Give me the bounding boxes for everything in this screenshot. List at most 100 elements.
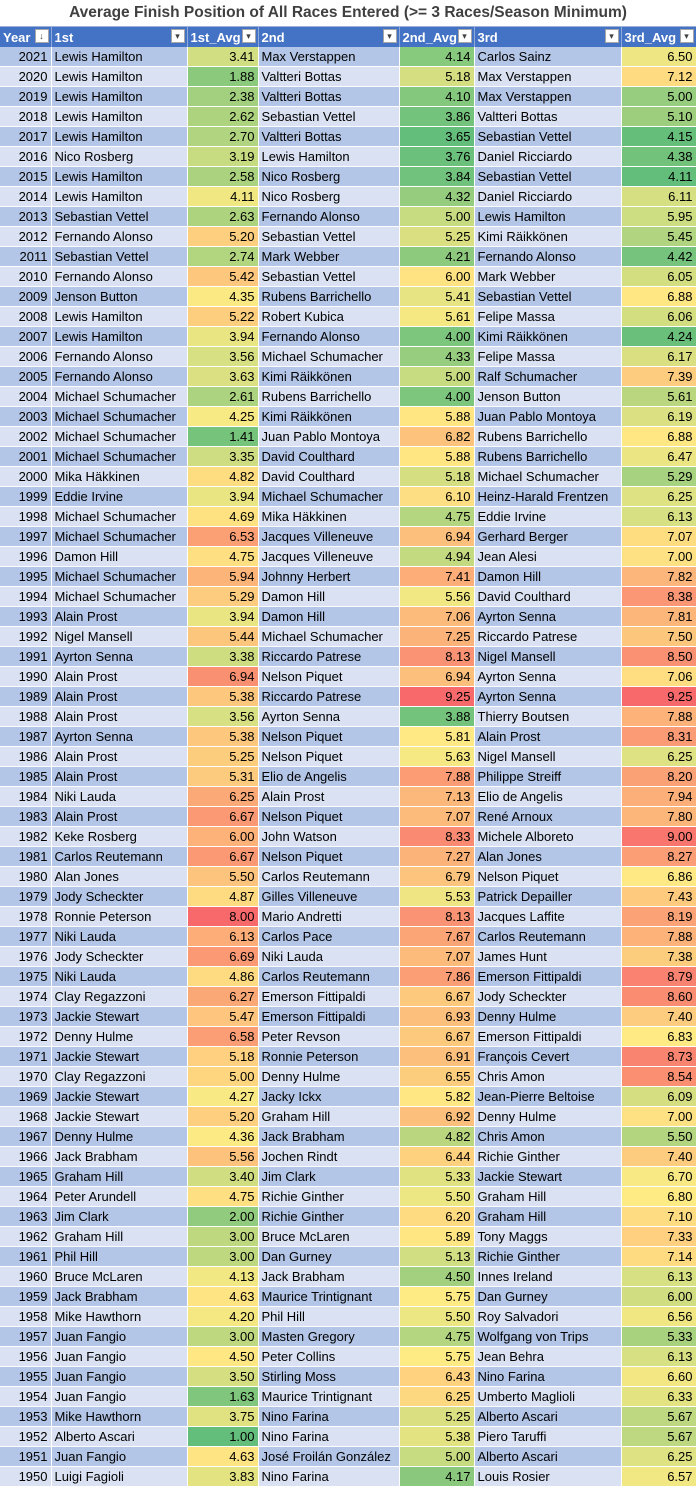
filter-dropdown-icon[interactable]: ▾: [241, 29, 256, 43]
cell-year[interactable]: 1981: [0, 846, 52, 867]
cell-2nd-driver[interactable]: Dan Gurney: [258, 1246, 400, 1267]
cell-1st-driver[interactable]: Alain Prost: [51, 766, 188, 787]
cell-2nd-driver[interactable]: Jacky Ickx: [258, 1086, 400, 1107]
cell-3rd-avg[interactable]: 6.47: [621, 446, 696, 467]
cell-1st-avg[interactable]: 3.63: [187, 366, 259, 387]
cell-1st-driver[interactable]: Nigel Mansell: [51, 626, 188, 647]
cell-1st-avg[interactable]: 6.67: [187, 806, 259, 827]
cell-1st-avg[interactable]: 8.00: [187, 906, 259, 927]
cell-2nd-avg[interactable]: 4.75: [399, 1326, 475, 1347]
cell-1st-avg[interactable]: 3.19: [187, 146, 259, 167]
cell-1st-avg[interactable]: 6.00: [187, 826, 259, 847]
cell-2nd-driver[interactable]: Robert Kubica: [258, 306, 400, 327]
cell-2nd-driver[interactable]: Nino Farina: [258, 1426, 400, 1447]
cell-year[interactable]: 2003: [0, 406, 52, 427]
cell-year[interactable]: 2004: [0, 386, 52, 407]
cell-3rd-driver[interactable]: Graham Hill: [474, 1186, 622, 1207]
cell-2nd-driver[interactable]: José Froilán González: [258, 1446, 400, 1467]
cell-2nd-avg[interactable]: 7.88: [399, 766, 475, 787]
cell-1st-avg[interactable]: 2.74: [187, 246, 259, 267]
cell-3rd-avg[interactable]: 4.38: [621, 146, 696, 167]
cell-3rd-avg[interactable]: 7.14: [621, 1246, 696, 1267]
cell-year[interactable]: 1965: [0, 1166, 52, 1187]
cell-2nd-driver[interactable]: Nico Rosberg: [258, 166, 400, 187]
cell-3rd-driver[interactable]: Alan Jones: [474, 846, 622, 867]
cell-year[interactable]: 1979: [0, 886, 52, 907]
cell-3rd-avg[interactable]: 6.13: [621, 1266, 696, 1287]
cell-3rd-driver[interactable]: Daniel Ricciardo: [474, 146, 622, 167]
cell-3rd-avg[interactable]: 6.06: [621, 306, 696, 327]
cell-year[interactable]: 1954: [0, 1386, 52, 1407]
cell-year[interactable]: 1971: [0, 1046, 52, 1067]
cell-1st-avg[interactable]: 4.86: [187, 966, 259, 987]
cell-3rd-driver[interactable]: Emerson Fittipaldi: [474, 1026, 622, 1047]
cell-3rd-driver[interactable]: Rubens Barrichello: [474, 426, 622, 447]
cell-1st-avg[interactable]: 2.00: [187, 1206, 259, 1227]
cell-3rd-driver[interactable]: Jean-Pierre Beltoise: [474, 1086, 622, 1107]
cell-1st-driver[interactable]: Ayrton Senna: [51, 726, 188, 747]
cell-2nd-driver[interactable]: Peter Revson: [258, 1026, 400, 1047]
cell-2nd-driver[interactable]: Jack Brabham: [258, 1266, 400, 1287]
cell-1st-driver[interactable]: Keke Rosberg: [51, 826, 188, 847]
cell-3rd-driver[interactable]: Jacques Laffite: [474, 906, 622, 927]
cell-1st-avg[interactable]: 3.00: [187, 1246, 259, 1267]
cell-3rd-avg[interactable]: 6.25: [621, 746, 696, 767]
cell-3rd-avg[interactable]: 4.11: [621, 166, 696, 187]
cell-year[interactable]: 1953: [0, 1406, 52, 1427]
cell-3rd-avg[interactable]: 6.05: [621, 266, 696, 287]
cell-1st-avg[interactable]: 5.38: [187, 726, 259, 747]
cell-2nd-driver[interactable]: Mario Andretti: [258, 906, 400, 927]
cell-1st-avg[interactable]: 6.25: [187, 786, 259, 807]
cell-year[interactable]: 1959: [0, 1286, 52, 1307]
cell-1st-driver[interactable]: Juan Fangio: [51, 1326, 188, 1347]
cell-year[interactable]: 2010: [0, 266, 52, 287]
cell-1st-avg[interactable]: 2.38: [187, 86, 259, 107]
cell-1st-driver[interactable]: Niki Lauda: [51, 966, 188, 987]
cell-3rd-driver[interactable]: Denny Hulme: [474, 1106, 622, 1127]
cell-3rd-avg[interactable]: 7.10: [621, 1206, 696, 1227]
cell-2nd-avg[interactable]: 4.75: [399, 506, 475, 527]
cell-2nd-driver[interactable]: Lewis Hamilton: [258, 146, 400, 167]
cell-1st-driver[interactable]: Clay Regazzoni: [51, 1066, 188, 1087]
cell-3rd-avg[interactable]: 7.88: [621, 926, 696, 947]
cell-2nd-avg[interactable]: 4.50: [399, 1266, 475, 1287]
cell-2nd-avg[interactable]: 5.41: [399, 286, 475, 307]
cell-3rd-avg[interactable]: 8.50: [621, 646, 696, 667]
cell-2nd-driver[interactable]: Emerson Fittipaldi: [258, 1006, 400, 1027]
cell-1st-driver[interactable]: Lewis Hamilton: [51, 166, 188, 187]
cell-2nd-driver[interactable]: Bruce McLaren: [258, 1226, 400, 1247]
cell-1st-driver[interactable]: Alain Prost: [51, 606, 188, 627]
cell-2nd-driver[interactable]: Emerson Fittipaldi: [258, 986, 400, 1007]
cell-2nd-avg[interactable]: 9.25: [399, 686, 475, 707]
cell-2nd-driver[interactable]: Nino Farina: [258, 1466, 400, 1487]
cell-2nd-avg[interactable]: 5.53: [399, 886, 475, 907]
cell-year[interactable]: 2016: [0, 146, 52, 167]
cell-1st-avg[interactable]: 5.50: [187, 866, 259, 887]
cell-3rd-avg[interactable]: 5.45: [621, 226, 696, 247]
cell-3rd-avg[interactable]: 5.50: [621, 1126, 696, 1147]
cell-1st-driver[interactable]: Michael Schumacher: [51, 566, 188, 587]
cell-1st-driver[interactable]: Niki Lauda: [51, 786, 188, 807]
cell-2nd-driver[interactable]: David Coulthard: [258, 446, 400, 467]
cell-1st-avg[interactable]: 2.63: [187, 206, 259, 227]
cell-2nd-avg[interactable]: 6.94: [399, 666, 475, 687]
cell-2nd-driver[interactable]: Riccardo Patrese: [258, 646, 400, 667]
cell-year[interactable]: 1956: [0, 1346, 52, 1367]
cell-2nd-driver[interactable]: Denny Hulme: [258, 1066, 400, 1087]
cell-year[interactable]: 1977: [0, 926, 52, 947]
cell-year[interactable]: 1996: [0, 546, 52, 567]
cell-2nd-avg[interactable]: 5.61: [399, 306, 475, 327]
cell-2nd-avg[interactable]: 5.50: [399, 1306, 475, 1327]
cell-3rd-driver[interactable]: Emerson Fittipaldi: [474, 966, 622, 987]
cell-2nd-driver[interactable]: Valtteri Bottas: [258, 126, 400, 147]
cell-3rd-avg[interactable]: 8.27: [621, 846, 696, 867]
cell-year[interactable]: 1974: [0, 986, 52, 1007]
cell-2nd-avg[interactable]: 6.00: [399, 266, 475, 287]
cell-1st-avg[interactable]: 5.25: [187, 746, 259, 767]
cell-1st-driver[interactable]: Denny Hulme: [51, 1026, 188, 1047]
cell-2nd-driver[interactable]: Nelson Piquet: [258, 726, 400, 747]
cell-1st-avg[interactable]: 2.58: [187, 166, 259, 187]
cell-year[interactable]: 1998: [0, 506, 52, 527]
filter-dropdown-icon[interactable]: ▾: [170, 29, 185, 43]
cell-3rd-avg[interactable]: 8.60: [621, 986, 696, 1007]
